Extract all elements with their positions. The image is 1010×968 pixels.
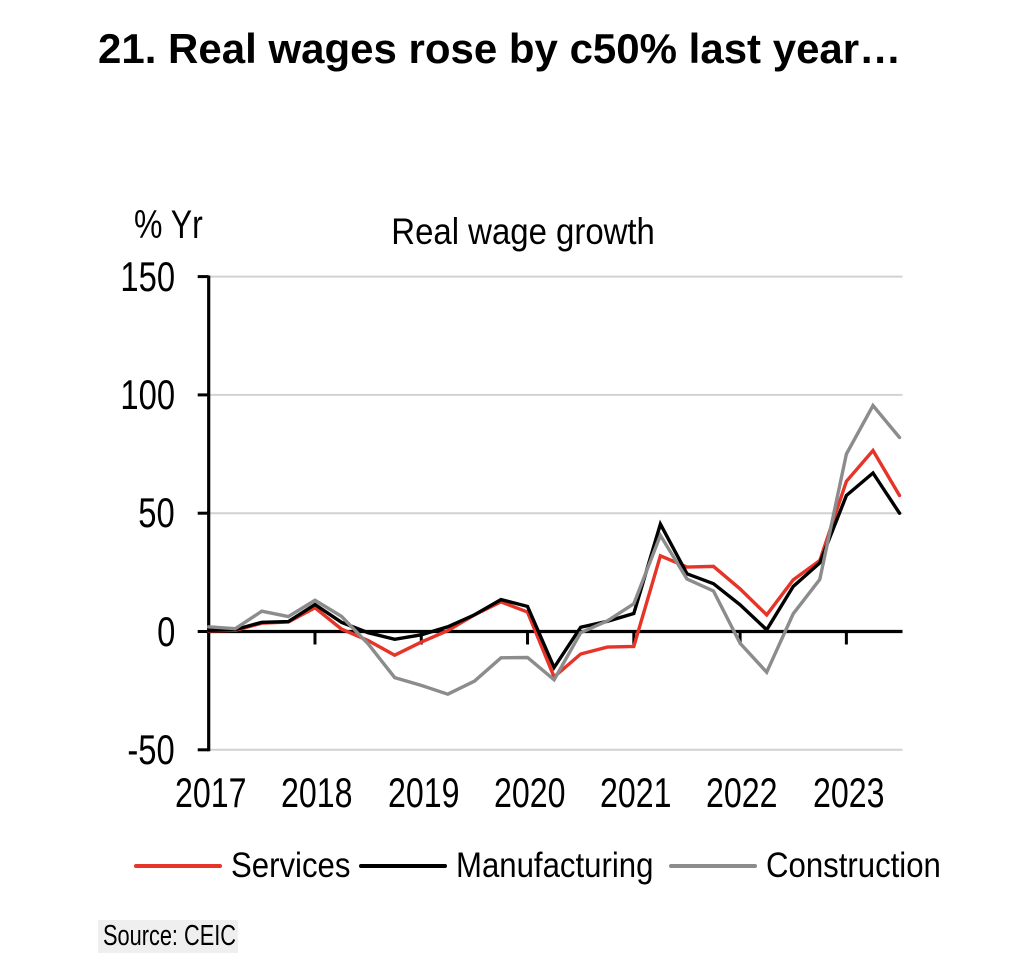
y-tick-label-0: 0 [156, 607, 175, 655]
legend-label-services: Services [231, 846, 351, 885]
legend-label-manufacturing: Manufacturing [456, 846, 654, 885]
y-tick-label-100: 100 [120, 370, 175, 418]
y-axis-unit-label: % Yr [134, 203, 203, 247]
series-line-manufacturing [206, 470, 902, 672]
y-tick-label--50: -50 [127, 725, 175, 773]
x-tick-label-2017: 2017 [174, 769, 247, 816]
y-tick-label-150: 150 [120, 252, 175, 300]
x-tick-label-2023: 2023 [812, 769, 885, 816]
x-tick-label-2021: 2021 [600, 769, 672, 816]
legend-line-manufacturing [359, 864, 447, 868]
x-tick-label-2018: 2018 [281, 769, 353, 816]
legend-line-construction [669, 864, 757, 868]
figure-title: 21. Real wages rose by c50% last year… [98, 25, 902, 72]
y-tick-label-50: 50 [138, 489, 175, 537]
x-tick-label-2022: 2022 [706, 769, 778, 816]
source-note: Source: CEIC [98, 920, 238, 953]
series-line-services [206, 447, 902, 680]
series-line-construction [206, 402, 902, 697]
x-tick-label-2020: 2020 [493, 769, 566, 816]
legend-item-services: Services [134, 848, 365, 884]
x-tick-label-2019: 2019 [387, 769, 459, 816]
legend-item-construction: Construction [669, 848, 962, 884]
legend-line-services [134, 864, 222, 868]
chart-title: Real wage growth [391, 211, 656, 252]
legend-label-construction: Construction [766, 846, 941, 885]
legend-item-manufacturing: Manufacturing [359, 848, 678, 884]
